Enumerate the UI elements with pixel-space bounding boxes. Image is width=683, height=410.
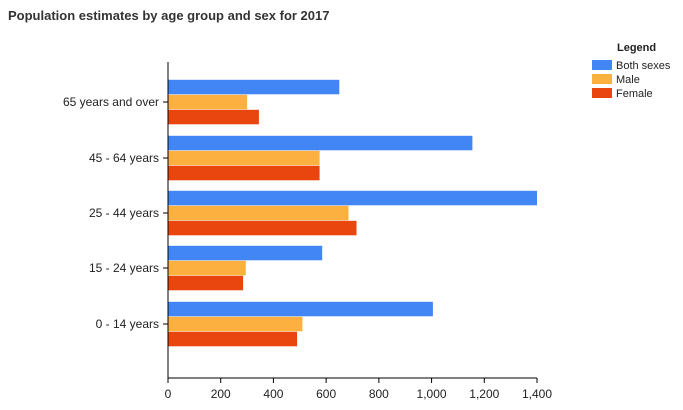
x-tick-label: 400 [263, 387, 283, 401]
y-tick-label: 65 years and over [63, 95, 159, 109]
bar-65-years-and-over-male [168, 94, 248, 110]
bar-45-64-years-male [168, 150, 320, 166]
x-tick-label: 1,000 [417, 387, 447, 401]
bar-0-14-years-male [168, 316, 303, 332]
x-tick-label: 1,400 [522, 387, 552, 401]
y-tick-label: 15 - 24 years [89, 261, 159, 275]
bar-15-24-years-both-sexes [168, 245, 323, 261]
bar-25-44-years-both-sexes [168, 190, 537, 206]
legend-swatch-female [592, 88, 612, 98]
x-tick-label: 1,200 [469, 387, 499, 401]
legend-title: Legend [617, 42, 656, 54]
bar-65-years-and-over-both-sexes [168, 79, 340, 95]
bar-25-44-years-male [168, 205, 349, 221]
bar-45-64-years-both-sexes [168, 135, 473, 151]
x-tick-label: 0 [165, 387, 172, 401]
bar-0-14-years-female [168, 331, 298, 347]
legend: Legend Both sexes Male Female [592, 42, 671, 100]
y-tick-label: 0 - 14 years [96, 317, 159, 331]
legend-swatch-male [592, 74, 612, 84]
legend-label-female: Female [616, 88, 653, 100]
bar-0-14-years-both-sexes [168, 301, 433, 317]
x-tick-label: 800 [369, 387, 389, 401]
axes-group: 65 years and over 45 - 64 years 25 - 44 ye… [63, 62, 552, 401]
x-tick-label: 600 [316, 387, 336, 401]
bar-65-years-and-over-female [168, 109, 259, 125]
bar-15-24-years-male [168, 260, 246, 276]
legend-swatch-both-sexes [592, 60, 612, 70]
bar-25-44-years-female [168, 220, 357, 236]
bars-group [168, 79, 537, 347]
legend-label-both-sexes: Both sexes [616, 60, 671, 72]
x-tick-label: 200 [211, 387, 231, 401]
legend-label-male: Male [616, 74, 640, 86]
y-tick-label: 45 - 64 years [89, 151, 159, 165]
bar-45-64-years-female [168, 165, 320, 181]
bar-15-24-years-female [168, 275, 244, 291]
chart-title: Population estimates by age group and se… [8, 8, 330, 23]
y-tick-label: 25 - 44 years [89, 206, 159, 220]
